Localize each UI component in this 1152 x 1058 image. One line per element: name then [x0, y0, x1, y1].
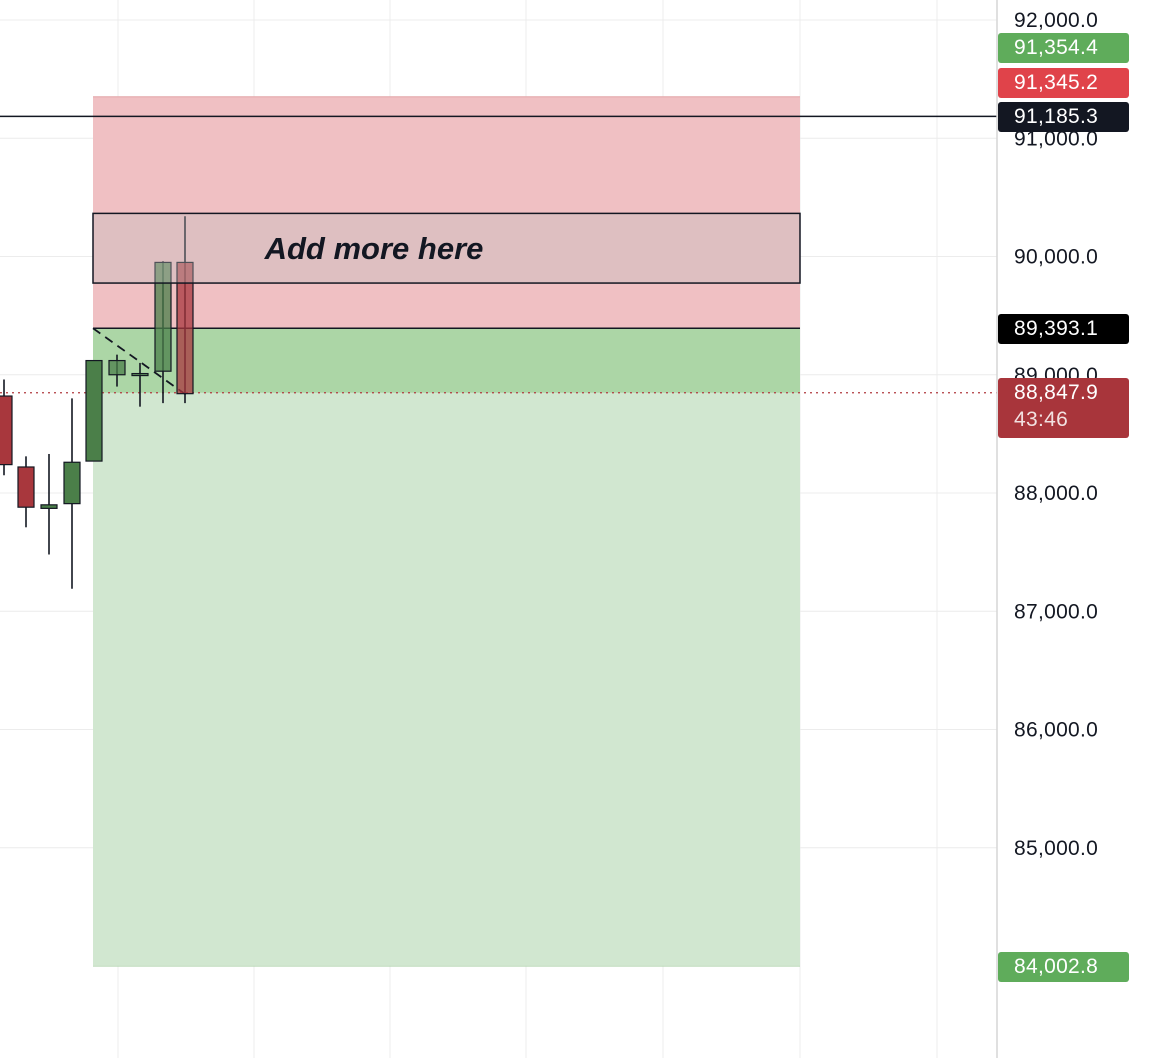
axis-tick-label: 85,000.0: [1014, 837, 1098, 860]
candle-body: [131, 372, 149, 377]
candle: [0, 379, 13, 476]
stop-zone: [93, 96, 800, 329]
candle: [63, 398, 81, 589]
price-tag-horizontal-line: 91,185.3: [998, 102, 1129, 132]
candle: [85, 359, 103, 462]
candle: [154, 261, 172, 404]
candle-body: [17, 466, 35, 508]
position-tool[interactable]: [92, 96, 800, 967]
candle: [176, 216, 194, 404]
axis-tick-label: 90,000.0: [1014, 246, 1098, 269]
candle-body: [0, 395, 13, 466]
candle-body: [63, 461, 81, 505]
axis-tick-label: 87,000.0: [1014, 600, 1098, 623]
target-zone: [93, 328, 800, 966]
axis-tick-label: 92,000.0: [1014, 9, 1098, 32]
price-tag-91354: 91,354.4: [998, 33, 1129, 63]
candles: [0, 216, 194, 589]
target-zone-edge: [93, 965, 800, 967]
axis-tick-label: 86,000.0: [1014, 719, 1098, 742]
stop-zone-edge: [93, 96, 800, 98]
annotation-text: Add more here: [264, 231, 484, 266]
price-lines: [0, 115, 997, 394]
candle-body: [176, 261, 194, 395]
profit-progress-zone: [93, 328, 800, 393]
candle: [131, 362, 149, 407]
candle: [17, 456, 35, 528]
candle-body: [154, 261, 172, 372]
annotation[interactable]: Add more here: [92, 212, 801, 284]
trade-path-line: [92, 327, 187, 396]
axis-tick-label: 91,000.0: [1014, 127, 1098, 150]
annotation-box[interactable]: [92, 212, 801, 284]
candle-body: [108, 359, 126, 376]
candle-countdown: 43:46: [1014, 407, 1069, 431]
axis-tick-label: 88,000.0: [1014, 482, 1098, 505]
candle: [108, 354, 126, 387]
price-tag-91345: 91,345.2: [998, 68, 1129, 98]
candle-body: [40, 504, 58, 509]
price-tag-entry: 89,393.1: [998, 314, 1129, 344]
price-tag-target: 84,002.8: [998, 952, 1129, 982]
candle: [40, 453, 58, 555]
price-tag-current: 88,847.9 43:46: [998, 377, 1129, 438]
candle-body: [85, 359, 103, 462]
